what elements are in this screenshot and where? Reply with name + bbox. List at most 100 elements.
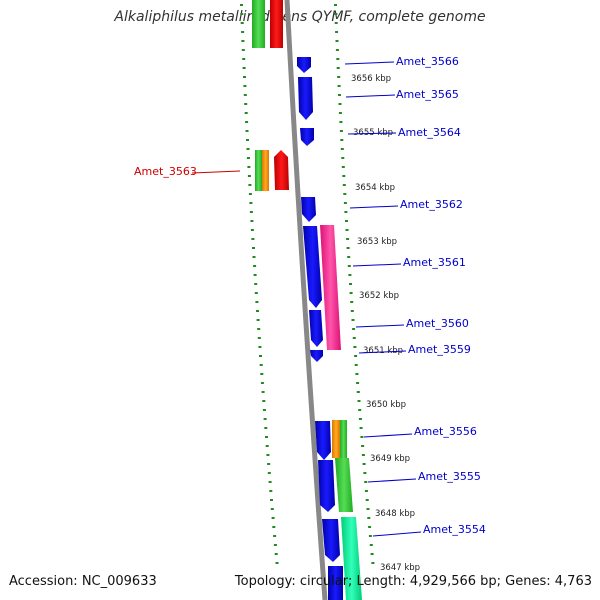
track-dot <box>256 319 260 321</box>
track-dot <box>245 130 249 132</box>
track-dot <box>365 499 369 501</box>
leader-line <box>358 350 407 354</box>
track-dot <box>245 121 249 123</box>
gene-Amet_3563[interactable] <box>255 150 289 191</box>
gene-label-Amet_3556[interactable]: Amet_3556 <box>414 425 477 438</box>
tick-label: 3656 kbp <box>351 74 391 84</box>
track-dot <box>335 40 339 42</box>
track-dot <box>364 481 368 483</box>
gene-Amet_3562-shape <box>301 197 316 222</box>
gene-label-Amet_3560[interactable]: Amet_3560 <box>406 317 469 330</box>
track-dot <box>350 301 354 303</box>
track-dot <box>336 58 340 60</box>
gene-label-Amet_3562[interactable]: Amet_3562 <box>400 198 463 211</box>
track-dot <box>240 22 244 24</box>
feature-green <box>340 420 347 458</box>
genome-backbone <box>284 0 328 600</box>
gene-Amet_3554-shape <box>322 519 340 562</box>
track-dot <box>265 436 268 438</box>
track-dot <box>267 463 271 465</box>
track-dot <box>246 139 249 141</box>
feature-orange <box>332 420 340 458</box>
track-dot <box>249 211 253 213</box>
feature-orange <box>262 150 269 191</box>
track-dot <box>351 319 355 321</box>
track-dot <box>354 364 358 366</box>
track-dot <box>240 13 244 15</box>
feature-pink <box>320 225 341 350</box>
track-dot <box>340 139 344 141</box>
track-dot <box>272 526 276 528</box>
track-dot <box>242 67 246 69</box>
track-dot <box>340 148 344 150</box>
track-dot <box>346 247 350 249</box>
track-dot <box>343 202 347 204</box>
feature-teal <box>341 517 362 600</box>
track-dot <box>346 238 350 240</box>
track-dot <box>345 229 349 231</box>
track-dot <box>262 400 266 402</box>
track-dot <box>254 283 258 285</box>
tick-label: 3647 kbp <box>380 563 420 573</box>
gene-label-Amet_3555[interactable]: Amet_3555 <box>418 470 481 483</box>
track-dot <box>260 382 264 384</box>
feature-red-arrow <box>274 150 289 190</box>
top-feature-cluster <box>252 0 283 48</box>
track-dot <box>247 166 251 168</box>
track-dot <box>353 346 357 348</box>
track-dot <box>266 454 270 456</box>
track-dot <box>263 418 267 420</box>
gene-label-Amet_3561[interactable]: Amet_3561 <box>403 256 466 269</box>
tick-label: 3654 kbp <box>355 183 395 193</box>
track-dot <box>247 175 251 177</box>
gene-Amet_3561-shape <box>303 226 322 308</box>
gene-Amet_3555-shape <box>318 460 335 512</box>
track-dot <box>244 103 248 105</box>
track-dot <box>343 193 347 195</box>
track-dot <box>253 274 257 276</box>
gene-label-Amet_3554[interactable]: Amet_3554 <box>423 523 486 536</box>
leader-line <box>345 94 396 98</box>
leader-line <box>191 170 241 174</box>
track-dot <box>339 121 343 123</box>
tick-label: 3648 kbp <box>375 509 415 519</box>
track-dot <box>334 4 337 6</box>
right-dotted-track <box>334 4 375 564</box>
track-dot <box>356 391 360 393</box>
gene-label-Amet_3563[interactable]: Amet_3563 <box>134 165 197 178</box>
feature-green <box>255 150 262 191</box>
track-dot <box>348 274 352 276</box>
track-dot <box>349 292 353 294</box>
track-dot <box>249 202 253 204</box>
track-dot <box>260 373 264 375</box>
track-dot <box>270 499 273 501</box>
track-dot <box>264 427 268 429</box>
track-dot <box>270 508 274 510</box>
tick-label: 3649 kbp <box>370 454 410 464</box>
leader-line <box>363 433 413 438</box>
track-dot <box>250 229 254 231</box>
track-dot <box>352 337 356 339</box>
gene-label-Amet_3559[interactable]: Amet_3559 <box>408 343 471 356</box>
track-dot <box>334 13 338 15</box>
track-dot <box>252 256 256 258</box>
track-dot <box>254 292 258 294</box>
track-dot <box>334 22 338 24</box>
track-dot <box>361 454 365 456</box>
gene-label-Amet_3565[interactable]: Amet_3565 <box>396 88 459 101</box>
track-dot <box>355 373 359 375</box>
track-dot <box>274 553 278 555</box>
leader-line <box>367 478 417 483</box>
gene-label-Amet_3564[interactable]: Amet_3564 <box>398 126 461 139</box>
track-dot <box>337 85 341 87</box>
track-dot <box>243 94 247 96</box>
track-dot <box>363 472 367 474</box>
feature-red <box>270 0 283 48</box>
track-dot <box>362 463 366 465</box>
track-dot <box>368 535 372 537</box>
tick-label: 3652 kbp <box>359 291 399 301</box>
track-dot <box>336 67 340 69</box>
gene-label-Amet_3566[interactable]: Amet_3566 <box>396 55 459 68</box>
track-dot <box>366 508 370 510</box>
track-dot <box>364 490 368 492</box>
